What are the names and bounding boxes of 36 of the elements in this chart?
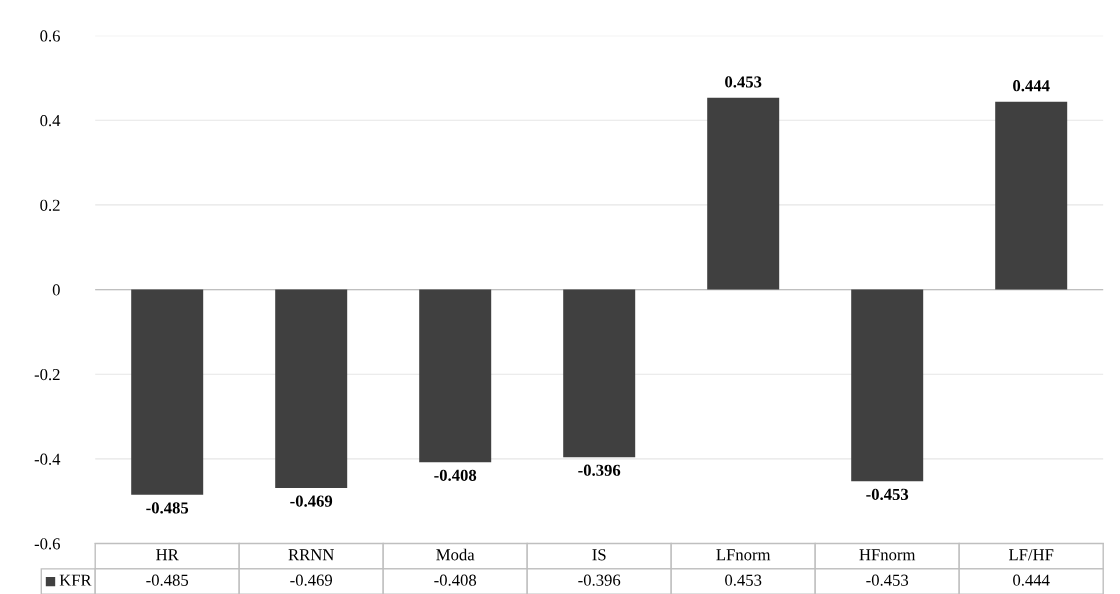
bar: [563, 289, 636, 458]
x-tick-label: LF/HF: [1008, 549, 1054, 561]
text: 0.444: [1013, 80, 1050, 92]
bar: [275, 289, 348, 489]
text: -0.408: [434, 469, 477, 481]
x-tick-label: HR: [156, 549, 179, 561]
x-tick-label: Moda: [436, 548, 475, 561]
bar: [995, 101, 1068, 290]
bar: [851, 289, 924, 482]
data-label: -0.485: [146, 574, 189, 586]
text: -0.396: [578, 464, 621, 476]
text: -0.469: [290, 495, 333, 507]
y-tick-label: 0.6: [40, 30, 60, 42]
x-tick-label: IS: [592, 549, 606, 561]
data-label: -0.396: [578, 574, 621, 586]
legend-label: KFR: [59, 574, 92, 586]
text: -0.453: [866, 488, 909, 501]
text: 0.453: [725, 76, 762, 88]
data-label: -0.453: [866, 574, 909, 586]
x-tick-label: RRNN: [288, 549, 334, 561]
y-tick-label: -0.2: [34, 368, 60, 381]
y-tick-label: 0.4: [40, 114, 61, 127]
y-tick-label: -0.6: [34, 538, 60, 550]
bar: [707, 97, 780, 290]
y-tick-label: 0.2: [40, 199, 60, 211]
x-tick-label: LFnorm: [716, 549, 771, 561]
y-tick-label: -0.4: [34, 453, 61, 465]
data-label: 0.453: [725, 574, 762, 586]
text: -0.485: [146, 502, 189, 514]
y-tick-label: 0: [52, 284, 60, 296]
data-label: -0.469: [290, 574, 333, 586]
x-tick-label: HFnorm: [859, 549, 916, 561]
bar: [131, 289, 204, 495]
data-label: 0.444: [1013, 574, 1050, 586]
data-label: -0.408: [434, 574, 477, 586]
bar: [419, 289, 492, 463]
